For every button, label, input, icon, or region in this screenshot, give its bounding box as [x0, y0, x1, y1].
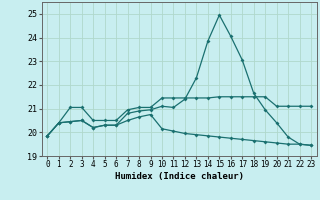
X-axis label: Humidex (Indice chaleur): Humidex (Indice chaleur) [115, 172, 244, 181]
